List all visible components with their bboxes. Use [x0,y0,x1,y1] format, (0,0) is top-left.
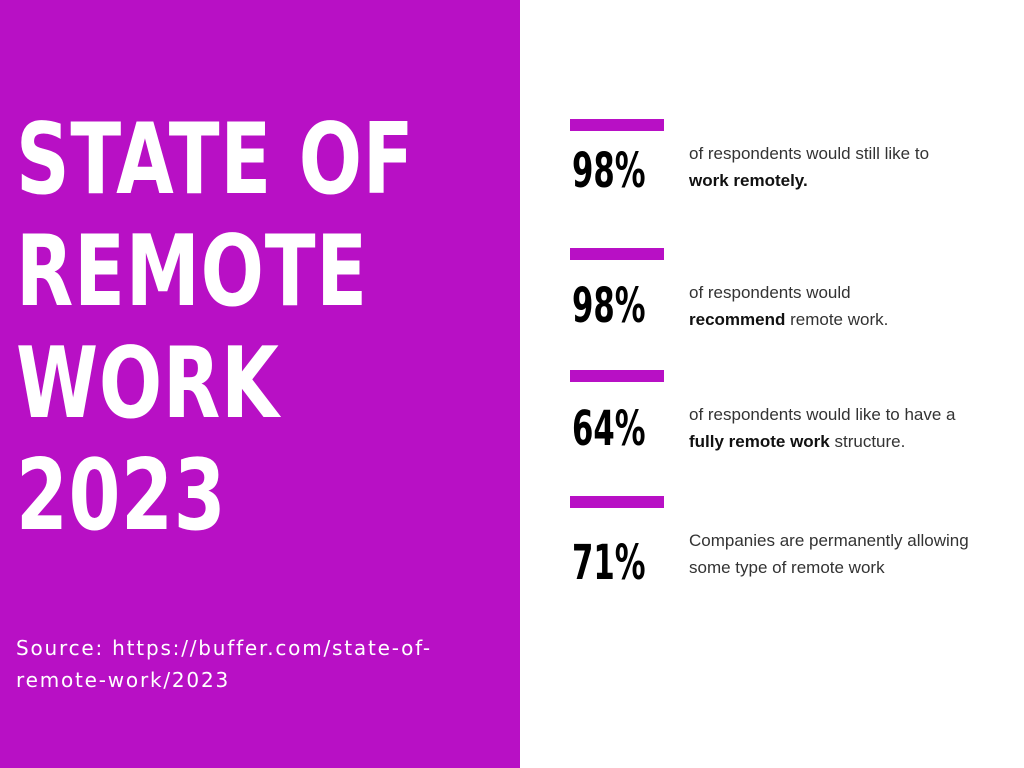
title-line-3: WORK [16,327,280,441]
accent-bar [570,496,664,508]
stat-text-part: of respondents would [689,283,851,302]
page-title: STATE OF REMOTE WORK 2023 [16,103,415,553]
accent-bar [570,248,664,260]
title-panel: STATE OF REMOTE WORK 2023 Source: https:… [0,0,520,768]
stat-text-part: structure. [829,431,906,451]
stat-item-1: 98% of respondents would still like to w… [570,119,990,239]
stat-item-4: 71% Companies are permanently allowing s… [570,496,990,616]
stat-value: 98% [572,143,646,199]
stat-description: of respondents would like to have a full… [689,402,969,455]
stat-text-emphasis: work remotely. [689,170,808,190]
stat-text-emphasis: fully remote work [689,431,830,451]
stat-text-part: remote work. [785,309,889,329]
title-line-4: 2023 [16,439,227,553]
stat-item-2: 98% of respondents would recommend remot… [570,248,990,368]
stat-description: of respondents would recommend remote wo… [689,280,969,333]
title-line-2: REMOTE [16,215,368,329]
source-line-2: remote-work/2023 [16,668,231,692]
source-citation: Source: https://buffer.com/state-of- rem… [16,632,496,696]
source-line-1: Source: https://buffer.com/state-of- [16,636,432,660]
stat-item-3: 64% of respondents would like to have a … [570,370,990,490]
stat-description: of respondents would still like to work … [689,141,969,194]
accent-bar [570,119,664,131]
title-line-1: STATE OF [16,103,415,217]
stat-text-part: of respondents would like to have a [689,405,956,424]
stat-text-emphasis: recommend [689,309,786,329]
stat-description: Companies are permanently allowing some … [689,528,969,581]
stat-value: 64% [572,401,646,457]
stat-text-part: of respondents would still like to [689,144,930,163]
accent-bar [570,370,664,382]
stat-value: 71% [572,535,646,591]
stat-value: 98% [572,278,646,334]
stat-text-part: Companies are permanently allowing some … [689,531,969,577]
